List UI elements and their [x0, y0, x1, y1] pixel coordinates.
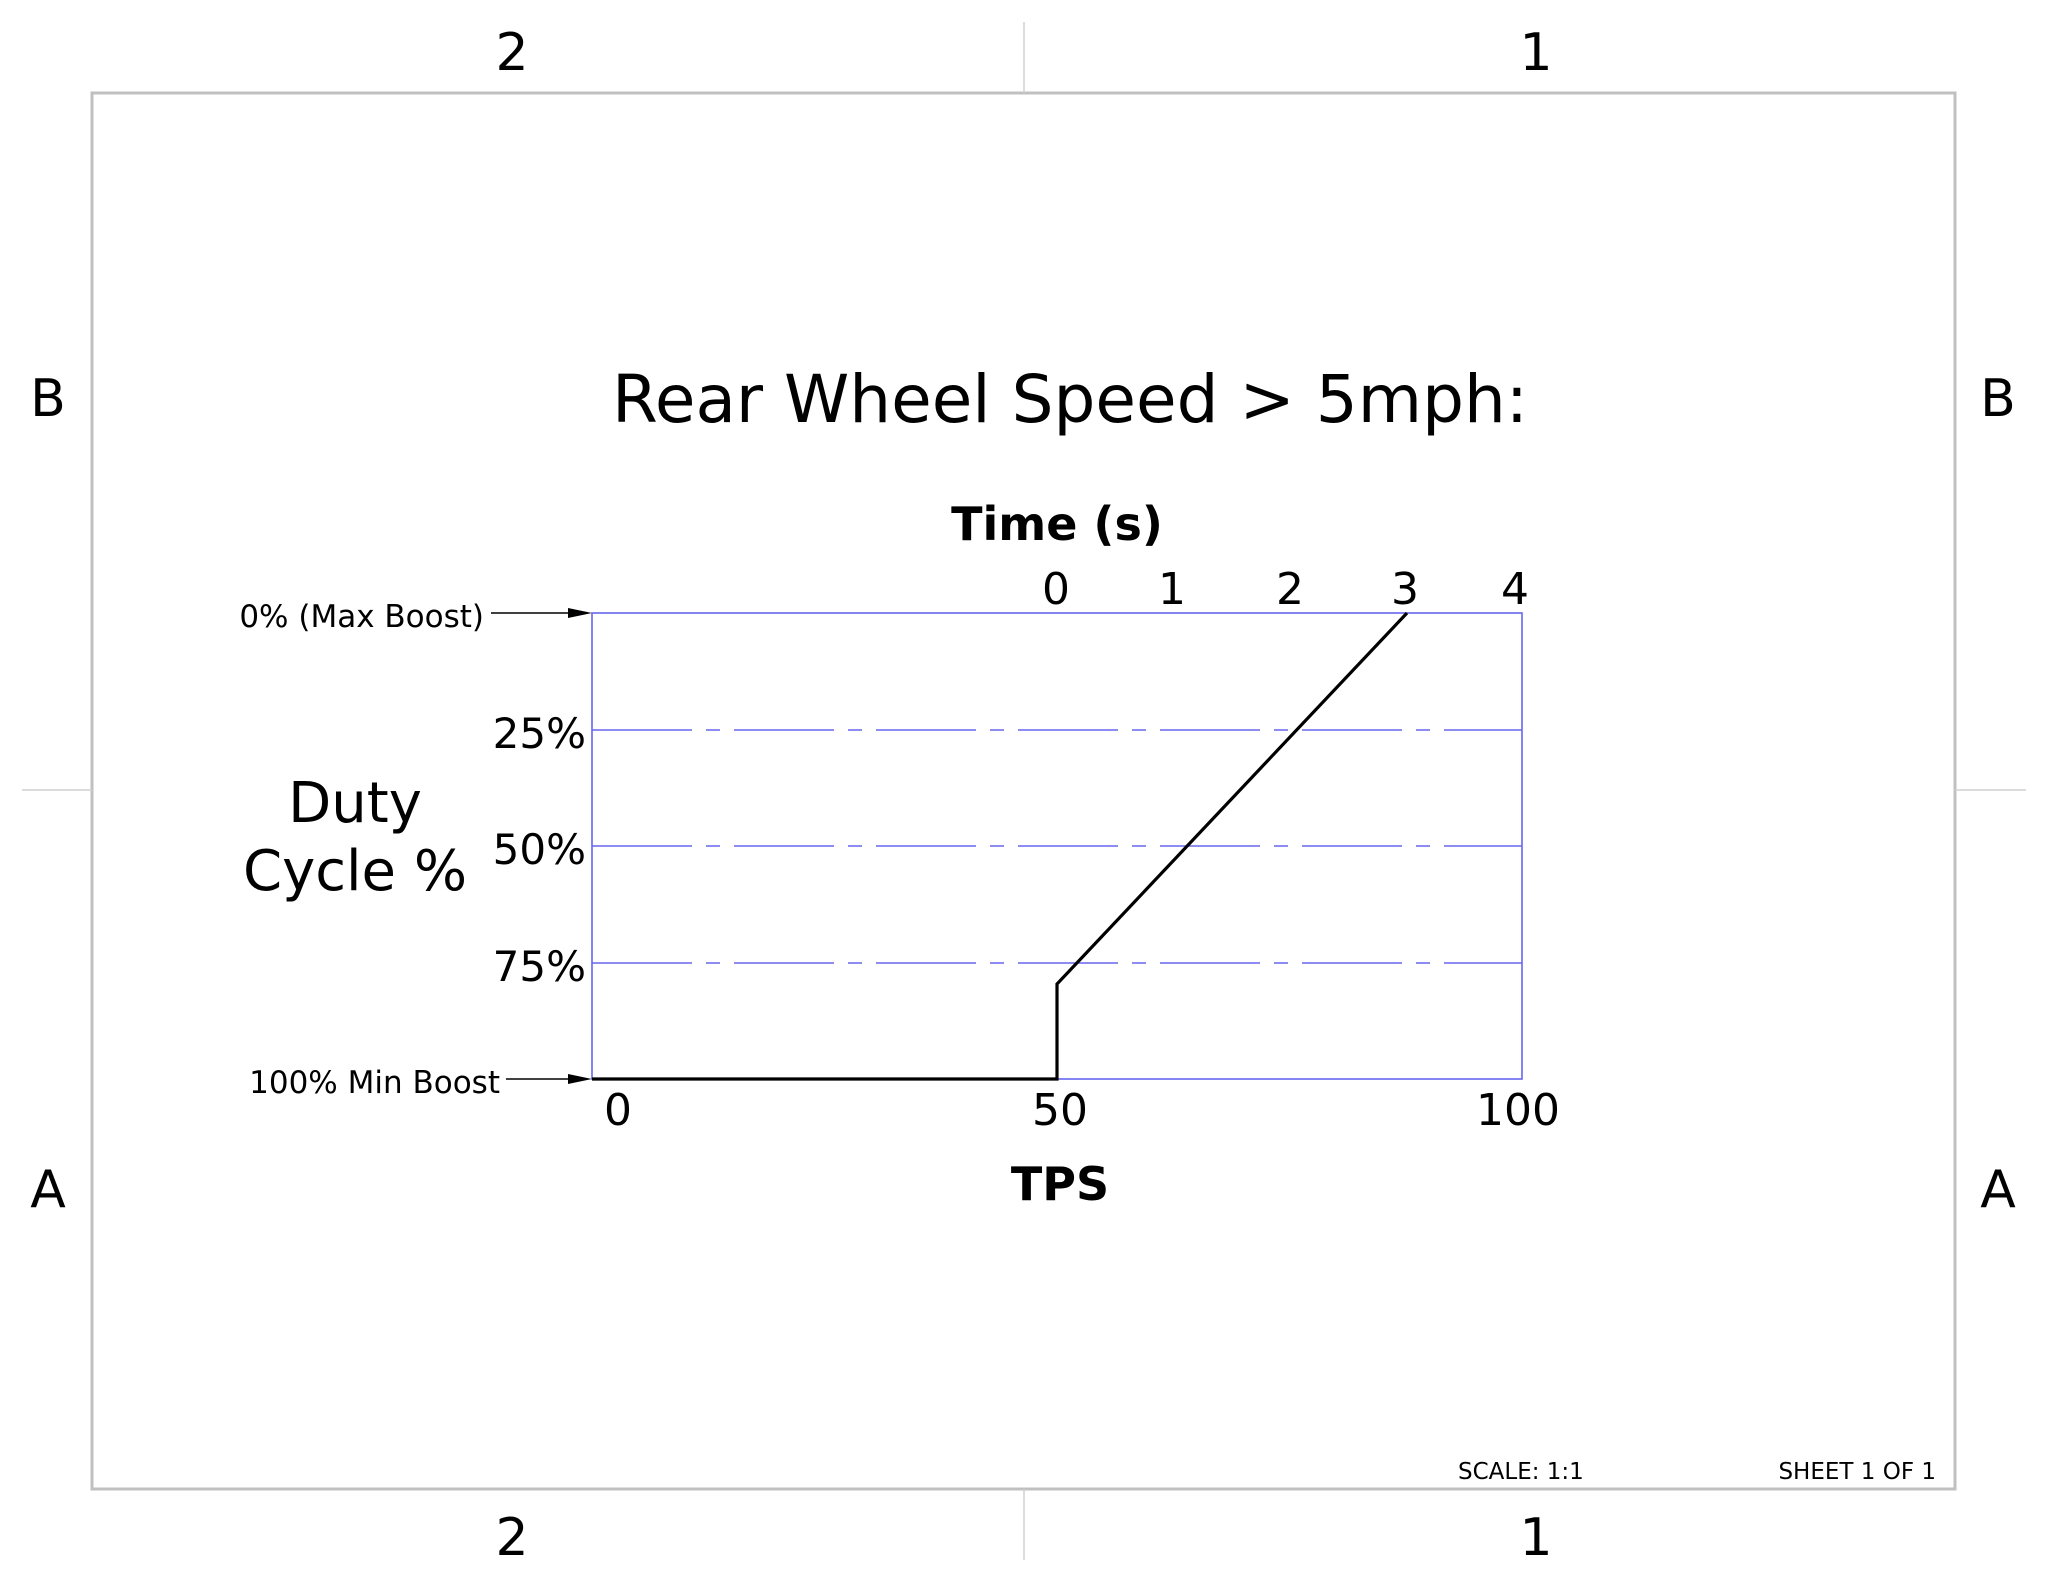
bottom-tick-50: 50	[1032, 1085, 1088, 1136]
arrow-right-icon	[568, 1074, 592, 1084]
bottom-tick-100: 100	[1476, 1085, 1560, 1136]
scale-label: SCALE: 1:1	[1458, 1459, 1584, 1485]
zone-label-right-b: B	[1980, 369, 2016, 429]
top-tick-0: 0	[1042, 564, 1070, 615]
bottom-tick-0: 0	[604, 1085, 632, 1136]
duty-cycle-curve	[592, 611, 1409, 1081]
zone-label-bottom-1: 1	[1519, 1508, 1552, 1568]
top-tick-1: 1	[1158, 564, 1186, 615]
top-tick-3: 3	[1391, 564, 1419, 615]
callout-min-boost: 100% Min Boost	[249, 1065, 500, 1101]
y-axis-label-line1: Duty	[288, 771, 422, 836]
top-tick-2: 2	[1276, 564, 1304, 615]
y-tick-50: 50%	[493, 825, 586, 874]
y-axis-label-line2: Cycle %	[243, 839, 467, 904]
zone-label-left-b: B	[30, 369, 66, 429]
bottom-axis-label: TPS	[1011, 1157, 1109, 1211]
top-axis-label: Time (s)	[951, 497, 1163, 551]
chart-title: Rear Wheel Speed > 5mph:	[612, 361, 1528, 438]
y-tick-75: 75%	[493, 942, 586, 991]
zone-label-top-2: 2	[495, 23, 528, 83]
arrow-right-icon	[568, 608, 592, 618]
y-tick-25: 25%	[493, 709, 586, 758]
zone-label-right-a: A	[1980, 1160, 2016, 1220]
zone-label-bottom-2: 2	[495, 1508, 528, 1568]
top-tick-4: 4	[1501, 564, 1529, 615]
sheet-label: SHEET 1 OF 1	[1778, 1459, 1936, 1485]
callout-max-boost: 0% (Max Boost)	[239, 599, 484, 635]
zone-label-left-a: A	[30, 1160, 66, 1220]
zone-label-top-1: 1	[1519, 23, 1552, 83]
